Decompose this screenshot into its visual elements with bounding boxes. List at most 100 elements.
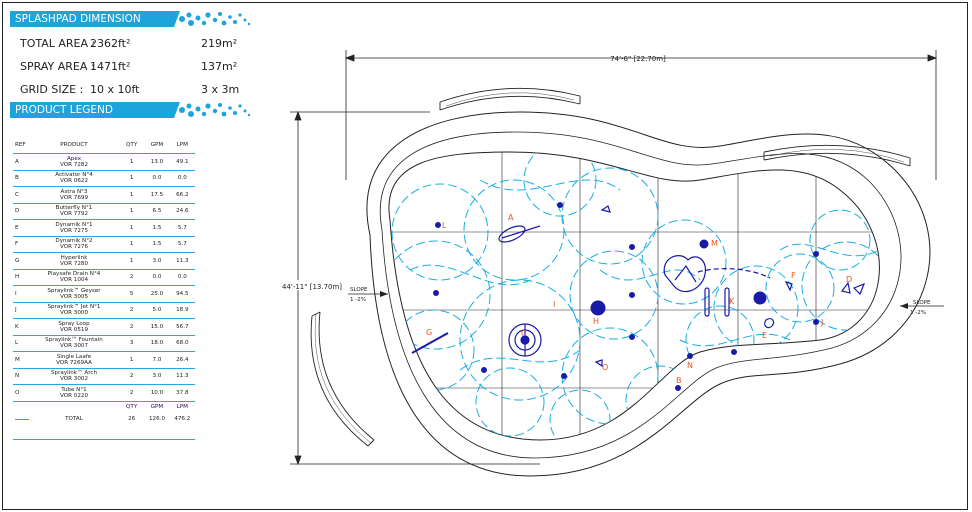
legend-qty: 1: [119, 186, 145, 203]
product-code: VOR 7269AA: [56, 359, 92, 366]
geyser-i1: [629, 244, 635, 250]
activator-b: [675, 385, 681, 391]
product-marker-labels: A B C D E F G H I J K L M N O: [426, 213, 852, 385]
product-name: Activator N°4: [55, 172, 93, 179]
legend-lpm: 5.7: [169, 219, 195, 236]
legend-ref: A: [13, 153, 29, 170]
legend-row: O Tube N°1 VOR 0220 2 10.0 37.8: [13, 384, 195, 401]
legend-lpm: 26.4: [169, 351, 195, 368]
banner-dots-decoration: [162, 102, 251, 118]
slope-left: SLOPE 1 -2%: [348, 287, 388, 303]
legend-product: Spraylink™ Jet N°1 VOR 3000: [29, 301, 119, 319]
slope-left-value: 1 -2%: [350, 297, 366, 303]
product-legend-heading: PRODUCT LEGEND: [10, 102, 162, 118]
legend-row: L Spraylink™ Fountain VOR 3007 3 18.0 68.0: [13, 334, 195, 352]
product-code: VOR 7276: [59, 244, 89, 251]
product-name: Spraylink™ Fountain: [45, 337, 103, 344]
legend-product: Spraylink™ Fountain VOR 3007: [29, 334, 119, 352]
legend-product: Spray Loop VOR 0519: [29, 318, 119, 335]
banner-dots-decoration: [162, 11, 251, 27]
legend-product: Dynamik N°2 VOR 7276: [29, 235, 119, 253]
grid-size-imperial: 10 x 10ft: [90, 83, 140, 96]
legend-product: Spraylink™ Geyser VOR 3005: [29, 285, 119, 302]
arch-n1: [687, 353, 693, 359]
legend-qty: 1: [119, 235, 145, 253]
legend-qty: 5: [119, 285, 145, 302]
legend-lpm: 49.1: [169, 153, 195, 170]
product-name: Tube N°1: [61, 386, 87, 393]
legend-qty: 1: [119, 252, 145, 269]
height-dimension-label: 44'-11" [13.70m]: [282, 283, 342, 291]
legend-lpm: 11.3: [169, 252, 195, 269]
fountain-l2: [433, 290, 439, 296]
legend-row: I Spraylink™ Geyser VOR 3005 5 25.0 94.5: [13, 285, 195, 302]
total-rule: [15, 418, 29, 420]
legend-gpm: 25.0: [144, 285, 170, 302]
jet-j2: [813, 319, 819, 325]
legend-lpm: 0.0: [169, 268, 195, 286]
slope-right-value: 1 -2%: [910, 310, 926, 316]
marker-k: K: [729, 297, 735, 306]
product-name: Spray Loop: [58, 320, 90, 327]
legend-product: Tube N°1 VOR 0220: [29, 384, 119, 401]
grid-size-label: GRID SIZE :: [20, 83, 84, 96]
product-outlines: [411, 205, 866, 368]
arch-n2: [731, 349, 737, 355]
slope-right-word: SLOPE: [913, 300, 931, 306]
legend-row: M Single Laafe VOR 7269AA 1 7.0 26.4: [13, 351, 195, 368]
legend-ref: H: [13, 268, 29, 286]
legend-qty: 2: [119, 268, 145, 286]
geyser-i4: [481, 367, 487, 373]
product-name: Astra N°3: [60, 188, 88, 195]
legend-gpm: 3.0: [144, 367, 170, 385]
legend-bottom-rule: [13, 438, 195, 441]
legend-lpm: 56.7: [169, 318, 195, 335]
splashpad-plan: 74'-6" [22.70m] 44'-11" [13.70m]: [280, 50, 944, 477]
product-code: VOR 3005: [59, 293, 89, 300]
legend-header-row: REF PRODUCT QTY GPM LPM: [13, 137, 195, 154]
marker-g: G: [426, 328, 432, 337]
total-lpm: 476.2: [174, 415, 191, 422]
legend-gpm: 3.0: [144, 252, 170, 269]
product-name: Dynamik N°2: [55, 238, 93, 245]
product-legend-table: REF PRODUCT QTY GPM LPM A Apex VOR 7282 1 13…: [13, 137, 195, 441]
legend-gpm: 15.0: [144, 318, 170, 335]
product-code: VOR 7792: [59, 211, 89, 218]
product-name: Hyperlink: [60, 254, 88, 261]
col-ref: REF: [15, 141, 26, 148]
product-name: Apex: [66, 155, 82, 162]
legend-product: Hyperlink VOR 7280: [29, 252, 119, 269]
legend-row: N Spraylink™ Arch VOR 3002 2 3.0 11.3: [13, 367, 195, 385]
legend-ref: N: [13, 367, 29, 385]
legend-ref: O: [13, 384, 29, 401]
legend-gpm: 1.5: [144, 235, 170, 253]
legend-gpm: 17.5: [144, 186, 170, 203]
legend-qty: 1: [119, 153, 145, 170]
legend-row: J Spraylink™ Jet N°1 VOR 3000 2 5.0 18.9: [13, 301, 195, 319]
product-code: VOR 7282: [59, 161, 89, 168]
spray-patterns: [388, 152, 880, 440]
legend-ref: D: [13, 202, 29, 220]
spray-area-label: SPRAY AREA :: [20, 60, 95, 73]
laafe-m: [699, 239, 709, 249]
marker-h: H: [593, 317, 599, 326]
total-qty: 26: [128, 415, 136, 422]
total-label: TOTAL: [65, 415, 83, 422]
bench-top-right: [763, 144, 911, 167]
marker-a: A: [508, 213, 514, 222]
jet-j1: [813, 251, 819, 257]
legend-product: Single Laafe VOR 7269AA: [29, 351, 119, 368]
bench-left: [310, 311, 375, 447]
legend-product: Activator N°4 VOR 0622: [29, 169, 119, 187]
fountain-l1: [435, 222, 441, 228]
legend-qty: 3: [119, 334, 145, 352]
deck-outline-outer: [366, 111, 931, 477]
legend-gpm: 5.0: [144, 301, 170, 319]
legend-row: B Activator N°4 VOR 0622 1 0.0 0.0: [13, 169, 195, 187]
product-name: Spraylink™ Arch: [50, 370, 98, 377]
product-code: VOR 0622: [59, 178, 89, 185]
product-code: VOR 0220: [59, 392, 89, 399]
legend-lpm: 11.3: [169, 367, 195, 385]
total-area-metric: 219m²: [201, 37, 238, 50]
product-name: Dynamik N°1: [55, 221, 93, 228]
